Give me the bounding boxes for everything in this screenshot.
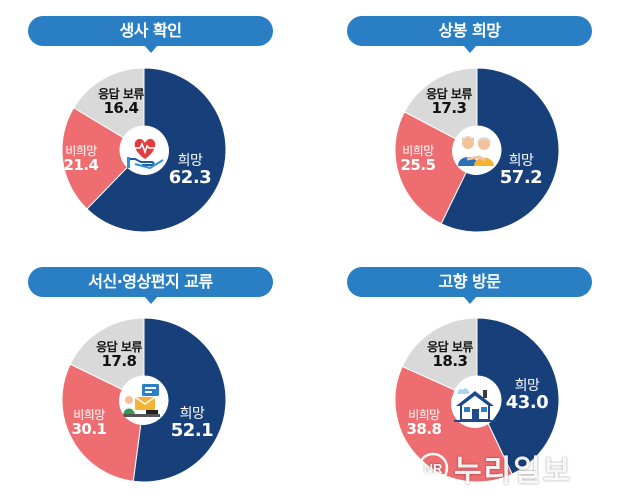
label-value: 52.1 [170, 419, 214, 441]
label-value: 38.8 [406, 419, 442, 438]
label-name: 응답 보류 [427, 340, 473, 354]
donut-chart [394, 67, 560, 233]
label-non-hope: 비희망 30.1 [60, 409, 118, 437]
label-hope: 희망 57.2 [491, 154, 551, 188]
chart-panel-1: 생사 확인 응답 보류 16.4 비희망 21.4 희망 62.3 [0, 0, 311, 249]
label-name: 응답 보류 [426, 87, 472, 101]
label-name: 희망 [514, 378, 540, 394]
label-value: 16.4 [103, 98, 139, 117]
label-hope: 희망 62.3 [160, 154, 220, 188]
donut-chart [61, 317, 227, 483]
label-value: 17.3 [431, 98, 467, 117]
reunion-couple-icon [451, 126, 501, 176]
watermark-text: 누리일보 [454, 454, 573, 489]
label-value: 43.0 [505, 391, 549, 413]
label-name: 희망 [179, 406, 205, 422]
hometown-house-icon [450, 379, 500, 429]
watermark: NR 누리일보 [416, 446, 572, 490]
segment-reserved [73, 67, 145, 139]
chart-panel-2: 상봉 희망 응답 보류 17.3 비희망 25.5 희망 57.2 [311, 0, 622, 249]
video-letter-icon [118, 376, 168, 426]
label-reserved: 응답 보류 18.3 [415, 341, 485, 369]
label-reserved: 응답 보류 16.4 [86, 88, 156, 116]
segment-hope [476, 317, 560, 475]
chart-panel-4: 고향 방문 응답 보류 18.3 비희망 38.8 희망 43.0 [311, 249, 622, 498]
label-value: 18.3 [432, 351, 468, 370]
label-reserved: 응답 보류 17.8 [84, 341, 154, 369]
segment-non-hope [61, 107, 129, 210]
heart-in-hand-icon [120, 126, 170, 176]
chart-title: 상봉 희망 [347, 16, 592, 53]
chart-panel-3: 서신·영상편지 교류 응답 보류 17.8 비희망 30.1 희망 52.1 [0, 249, 311, 498]
label-reserved: 응답 보류 17.3 [414, 88, 484, 116]
label-name: 비희망 [65, 144, 97, 158]
donut-chart [61, 67, 227, 233]
label-non-hope: 비희망 38.8 [395, 409, 453, 437]
label-name: 비희망 [408, 408, 440, 422]
chart-title: 생사 확인 [28, 16, 273, 53]
label-name: 응답 보류 [98, 87, 144, 101]
label-value: 17.8 [101, 351, 137, 370]
label-value: 21.4 [63, 155, 99, 174]
label-value: 62.3 [168, 166, 212, 188]
label-name: 희망 [177, 153, 203, 169]
label-hope: 희망 43.0 [497, 379, 557, 413]
label-name: 응답 보류 [96, 340, 142, 354]
label-value: 57.2 [499, 166, 543, 188]
label-non-hope: 비희망 21.4 [52, 145, 110, 173]
label-name: 희망 [508, 153, 534, 169]
segment-reserved [401, 317, 478, 391]
label-non-hope: 비희망 25.5 [389, 145, 447, 173]
label-hope: 희망 52.1 [162, 407, 222, 441]
label-value: 25.5 [400, 155, 436, 174]
watermark-logo-icon: NR [417, 452, 449, 484]
chart-title: 서신·영상편지 교류 [28, 267, 273, 304]
segment-reserved [69, 317, 145, 391]
chart-title: 고향 방문 [347, 267, 592, 304]
watermark-badge: NR [424, 461, 443, 476]
segment-hope [132, 317, 227, 483]
label-name: 비희망 [402, 144, 434, 158]
label-name: 비희망 [73, 408, 105, 422]
donut-chart [394, 317, 560, 483]
segment-reserved [403, 67, 478, 140]
segment-hope [440, 67, 560, 233]
label-value: 30.1 [71, 419, 107, 438]
